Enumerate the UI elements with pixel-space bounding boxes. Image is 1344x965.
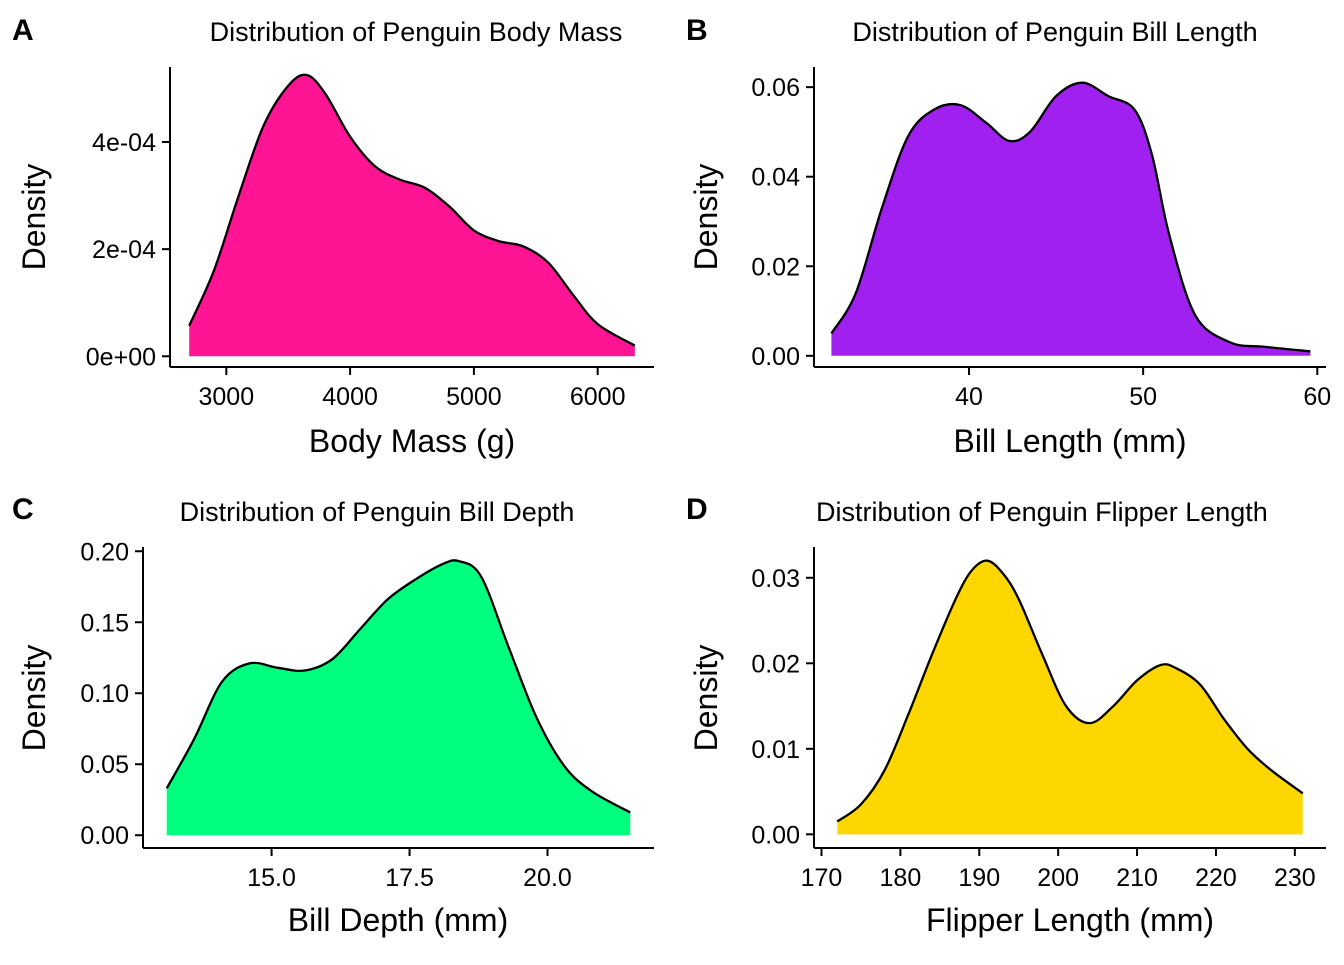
y-axis-title-a: Density bbox=[16, 164, 52, 271]
density-line-b bbox=[830, 81, 1311, 353]
panel-b: B Distribution of Penguin Bill Length Bi… bbox=[686, 14, 1331, 459]
plot-area-d: 170 180 190 200 210 220 230 0.00 0.01 0.02 0.03 bbox=[751, 547, 1326, 892]
y-tick-label-c: 0.20 bbox=[80, 538, 129, 566]
y-tick-label-c: 0.00 bbox=[80, 822, 129, 850]
y-tick-label-a: 2e-04 bbox=[92, 236, 156, 264]
y-tick-label-c: 0.15 bbox=[80, 609, 129, 637]
y-tick-label-c: 0.10 bbox=[80, 680, 129, 708]
panel-a: A Distribution of Penguin Body Mass Body… bbox=[12, 14, 654, 459]
x-tick-label-d: 170 bbox=[801, 864, 843, 892]
x-tick-label-b: 40 bbox=[955, 383, 983, 411]
chart-title-c: Distribution of Penguin Bill Depth bbox=[180, 497, 575, 527]
density-area-c bbox=[166, 560, 631, 836]
x-tick-label-a: 5000 bbox=[446, 383, 502, 411]
y-axis-title-c: Density bbox=[16, 645, 52, 752]
chart-title-a: Distribution of Penguin Body Mass bbox=[210, 17, 623, 47]
x-tick-label-d: 190 bbox=[958, 864, 1000, 892]
y-axis-title-b: Density bbox=[688, 164, 724, 271]
density-line-d bbox=[836, 559, 1304, 823]
y-tick-label-b: 0.04 bbox=[751, 164, 800, 192]
panel-c: C Distribution of Penguin Bill Depth Bil… bbox=[12, 493, 654, 938]
x-tick-label-d: 180 bbox=[880, 864, 922, 892]
y-tick-label-d: 0.01 bbox=[751, 736, 800, 764]
x-tick-label-a: 4000 bbox=[322, 383, 378, 411]
x-tick-label-a: 3000 bbox=[199, 383, 255, 411]
y-tick-label-d: 0.00 bbox=[751, 821, 800, 849]
density-line-c bbox=[165, 559, 631, 814]
x-axis-title-d: Flipper Length (mm) bbox=[926, 902, 1214, 938]
x-tick-label-c: 20.0 bbox=[523, 864, 572, 892]
x-tick-label-c: 17.5 bbox=[385, 864, 434, 892]
panel-d: D Distribution of Penguin Flipper Length… bbox=[686, 493, 1326, 938]
chart-title-d: Distribution of Penguin Flipper Length bbox=[816, 497, 1268, 527]
y-tick-label-b: 0.06 bbox=[751, 74, 800, 102]
panel-label-b: B bbox=[686, 14, 708, 47]
panel-label-c: C bbox=[12, 493, 34, 526]
density-area-a bbox=[189, 74, 635, 357]
y-tick-label-a: 4e-04 bbox=[92, 129, 156, 157]
y-tick-label-d: 0.02 bbox=[751, 650, 800, 678]
y-tick-label-a: 0e+00 bbox=[86, 343, 156, 371]
x-tick-label-b: 50 bbox=[1129, 383, 1157, 411]
chart-title-b: Distribution of Penguin Bill Length bbox=[852, 17, 1257, 47]
x-axis-title-a: Body Mass (g) bbox=[309, 423, 515, 459]
panel-label-d: D bbox=[686, 493, 708, 526]
plot-area-c: 15.0 17.5 20.0 0.00 0.05 0.10 0.15 0.20 bbox=[80, 538, 654, 892]
density-area-d bbox=[837, 560, 1303, 835]
x-tick-label-d: 200 bbox=[1037, 864, 1079, 892]
y-tick-label-d: 0.03 bbox=[751, 565, 800, 593]
x-axis-title-b: Bill Length (mm) bbox=[954, 423, 1187, 459]
x-tick-label-d: 230 bbox=[1274, 864, 1316, 892]
x-tick-label-d: 210 bbox=[1116, 864, 1158, 892]
panel-label-a: A bbox=[12, 14, 34, 47]
x-axis-title-c: Bill Depth (mm) bbox=[288, 902, 508, 938]
x-tick-label-b: 60 bbox=[1303, 383, 1331, 411]
y-tick-label-b: 0.02 bbox=[751, 253, 800, 281]
plot-area-a: 3000 4000 5000 6000 0e+00 2e-04 4e-04 bbox=[86, 67, 654, 411]
plot-area-b: 40 50 60 0.00 0.02 0.04 0.06 bbox=[751, 67, 1331, 411]
y-tick-label-c: 0.05 bbox=[80, 751, 129, 779]
y-axis-title-d: Density bbox=[688, 645, 724, 752]
density-line-a bbox=[188, 73, 636, 347]
y-tick-label-b: 0.00 bbox=[751, 343, 800, 371]
x-tick-label-a: 6000 bbox=[570, 383, 626, 411]
x-tick-label-d: 220 bbox=[1195, 864, 1237, 892]
density-area-b bbox=[831, 82, 1311, 356]
x-tick-label-c: 15.0 bbox=[247, 864, 296, 892]
